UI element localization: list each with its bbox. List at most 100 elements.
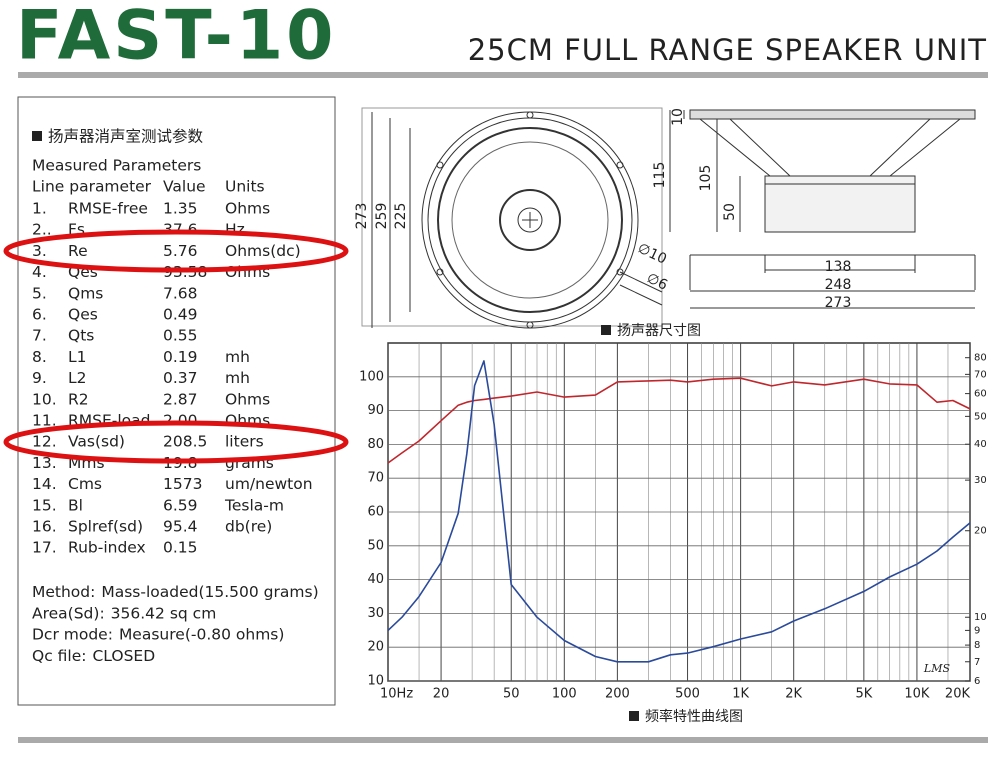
highlight: [3, 229, 349, 273]
param-cell: RMSE-free: [68, 200, 148, 218]
dim-label: 259: [374, 203, 390, 230]
param-cell: R2: [68, 390, 89, 408]
param-subheading: Measured Parameters: [32, 157, 201, 175]
dim-caption: 扬声器尺寸图: [617, 323, 701, 339]
param-cell: 8.: [32, 348, 47, 366]
dim-label: 50: [722, 203, 738, 221]
x-tick-label: 2K: [785, 687, 802, 702]
param-cell: 2.87: [163, 390, 198, 408]
y-tick-label: 90: [367, 403, 384, 418]
header-rule: [18, 72, 988, 78]
param-cell: 16.: [32, 518, 57, 536]
chart-caption: 频率特性曲线图: [645, 708, 743, 725]
param-cell: um/newton: [225, 475, 313, 493]
note: Dcr mode: Measure(-0.80 ohms): [32, 625, 284, 643]
param-cell: 1573: [163, 475, 202, 493]
x-tick-label: 10Hz: [380, 687, 413, 702]
y-tick-label: 20: [367, 640, 384, 655]
y-tick-label: 80: [367, 437, 384, 452]
param-cell: liters: [225, 433, 264, 451]
y-tick-label: 60: [367, 505, 384, 520]
y2-tick-label: 10: [974, 612, 987, 623]
param-cell: db(re): [225, 518, 272, 536]
param-cell: 0.37: [163, 369, 198, 387]
note-part: Dcr mode:: [32, 625, 113, 643]
param-cell: Rub-index: [68, 539, 146, 557]
y-tick-label: 40: [367, 572, 384, 587]
param-cell: 17.: [32, 539, 57, 557]
y2-tick-label: 80: [974, 353, 987, 364]
y2-tick-label: 40: [974, 439, 987, 450]
dim-label: 115: [652, 162, 668, 189]
param-cell: 14.: [32, 475, 57, 493]
x-tick-label: 50: [503, 687, 520, 702]
subtitle: 25CM FULL RANGE SPEAKER UNIT: [468, 33, 987, 67]
y-tick-label: 50: [367, 538, 384, 553]
title: FAST-10: [16, 0, 337, 76]
y-tick-label: 10: [367, 674, 384, 689]
param-cell: 208.5: [163, 433, 207, 451]
param-cell: 2..: [32, 221, 52, 239]
col-head: Line parameter: [32, 178, 152, 196]
param-cell: 0.55: [163, 327, 198, 345]
param-cell: L1: [68, 348, 87, 366]
param-cell: 9.: [32, 369, 47, 387]
param-cell: mh: [225, 348, 250, 366]
x-tick-label: 200: [605, 687, 630, 702]
highlight: [3, 420, 349, 464]
note-part: 356.42 sq cm: [111, 604, 217, 622]
series-line: [387, 360, 971, 663]
param-cell: Re: [68, 242, 88, 260]
bullet: [629, 711, 639, 721]
param-cell: Qms: [68, 284, 103, 302]
note: Qc file: CLOSED: [32, 646, 155, 664]
param-cell: 6.: [32, 306, 47, 324]
footer-rule: [18, 737, 988, 743]
param-cell: Splref(sd): [68, 518, 143, 536]
y-tick-label: 100: [359, 369, 384, 384]
y2-tick-label: 8: [974, 640, 980, 651]
note: Method: Mass-loaded(15.500 grams): [32, 583, 319, 601]
param-cell: Qts: [68, 327, 94, 345]
param-cell: 2.00: [163, 412, 198, 430]
param-cell: 0.15: [163, 539, 198, 557]
front-view: [361, 107, 663, 329]
note-part: Qc file:: [32, 646, 86, 664]
param-cell: 15.: [32, 496, 57, 514]
param-cell: 95.4: [163, 518, 198, 536]
param-cell: Vas(sd): [68, 433, 125, 451]
param-cell: mh: [225, 369, 250, 387]
param-cell: 13.: [32, 454, 57, 472]
y2-tick-label: 30: [974, 475, 987, 486]
x-tick-label: 100: [552, 687, 577, 702]
dim-label: 10: [670, 108, 686, 126]
y2-tick-label: 7: [974, 657, 980, 668]
param-cell: Ohms: [225, 200, 270, 218]
note-part: CLOSED: [92, 646, 155, 664]
param-cell: L2: [68, 369, 87, 387]
y2-tick-label: 60: [974, 389, 987, 400]
param-cell: Tesla-m: [224, 496, 284, 514]
y2-tick-label: 6: [974, 676, 980, 687]
param-cell: Ohms(dc): [225, 242, 301, 260]
param-box: [17, 96, 336, 706]
param-cell: Cms: [68, 475, 102, 493]
param-cell: Hz: [225, 221, 245, 239]
note-part: Measure(-0.80 ohms): [119, 625, 284, 643]
param-cell: 0.19: [163, 348, 198, 366]
bullet: [601, 325, 611, 335]
param-cell: Qes: [68, 306, 98, 324]
param-cell: 3.: [32, 242, 47, 260]
param-cell: 7.: [32, 327, 47, 345]
y2-tick-label: 50: [974, 411, 987, 422]
dim-label: 105: [698, 165, 714, 192]
series-line: [387, 377, 971, 464]
note-part: Area(Sd):: [32, 604, 105, 622]
chart: 10Hz 20 50 100 200 500 1K 2K 5K 10K 20K 10 20 30 40 50 6…: [359, 342, 987, 702]
x-tick-label: 20K: [945, 687, 971, 702]
param-cell: 7.68: [163, 284, 198, 302]
param-cell: 11.: [32, 412, 57, 430]
y2-tick-label: 9: [974, 625, 980, 636]
